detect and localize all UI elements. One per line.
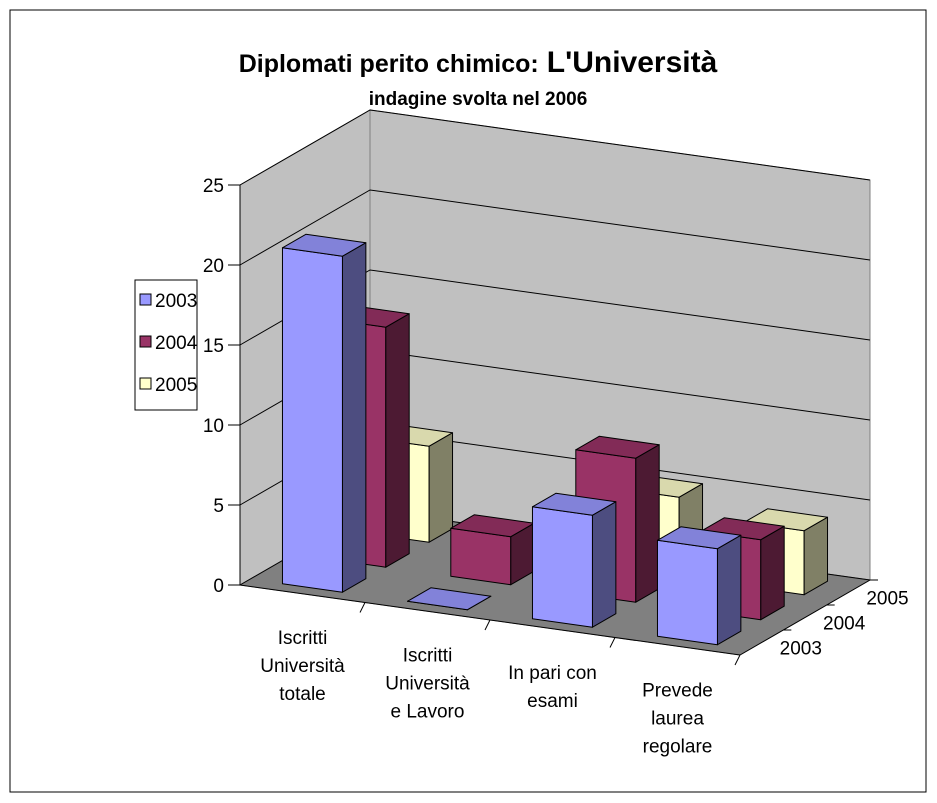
bar-front [531,506,593,628]
bar [406,587,492,611]
bar [531,492,617,628]
x-tick-label-line: Iscritti [278,628,328,649]
bar-top [575,435,660,459]
title-part: Diplomati perito chimico: [239,50,539,78]
x-tick-label-line: esami [527,691,578,712]
bar-side [591,501,617,628]
bar [281,233,367,593]
x-tick-label-line: totale [279,684,325,705]
bar-side [635,444,660,603]
x-tick-label: In pari con esami [508,663,597,712]
bar-front [450,527,512,586]
x-tick [359,602,366,613]
legend-swatch [139,335,152,348]
chart-subtitle: indagine svolta nel 2006 [369,89,588,110]
x-tick [734,654,741,666]
legend-swatch [139,377,152,390]
y-tick-label: 10 [203,416,224,437]
depth-tick-label: 2005 [866,589,908,610]
bar-top [281,233,367,257]
chart-title: Diplomati perito chimico: L'Università [239,46,718,79]
x-tick-label-line: Università [385,673,470,694]
x-tick-label-line: In pari con [508,663,597,684]
x-tick-label: Iscritti Università e Lavoro [385,645,470,722]
bar-top [406,587,492,611]
y-tick-label: 25 [203,176,224,197]
x-tick [609,637,616,648]
depth-axis [739,579,871,656]
x-tick-label: Prevede laurea regolare [642,680,713,757]
bar-front [656,539,718,646]
grid-line [239,189,871,266]
y-tick-label: 15 [203,336,224,357]
bar [450,514,535,586]
y-tick-label: 5 [213,496,224,517]
bar-top [656,526,742,550]
x-tick-label-line: e Lavoro [391,701,465,722]
x-tick [484,619,491,631]
legend-label: 2003 [155,291,197,312]
grid-line [239,109,871,186]
bar [656,526,742,646]
depth-tick-label: 2004 [823,614,866,635]
bar-side [428,432,454,543]
bar-top [531,492,617,516]
x-tick-label-line: Iscritti [403,645,453,666]
y-tick-label: 0 [213,576,224,597]
y-tick-label: 20 [203,256,224,277]
x-tick-label: Iscritti Università totale [260,628,345,705]
bar-side [716,534,742,646]
legend-swatch [139,293,152,306]
bar-side [760,525,785,621]
depth-tick-label: 2003 [780,639,822,660]
bar-front [281,247,343,593]
x-tick-label-line: laurea [651,708,704,729]
legend-label: 2004 [155,333,198,354]
x-tick-label-line: Università [260,656,345,677]
x-tick-label-line: regolare [643,736,713,757]
bar-side [341,242,367,593]
legend-label: 2005 [155,375,197,396]
x-tick-label-line: Prevede [642,680,713,701]
bar-side [385,313,410,568]
title-part: L'Università [547,46,718,79]
